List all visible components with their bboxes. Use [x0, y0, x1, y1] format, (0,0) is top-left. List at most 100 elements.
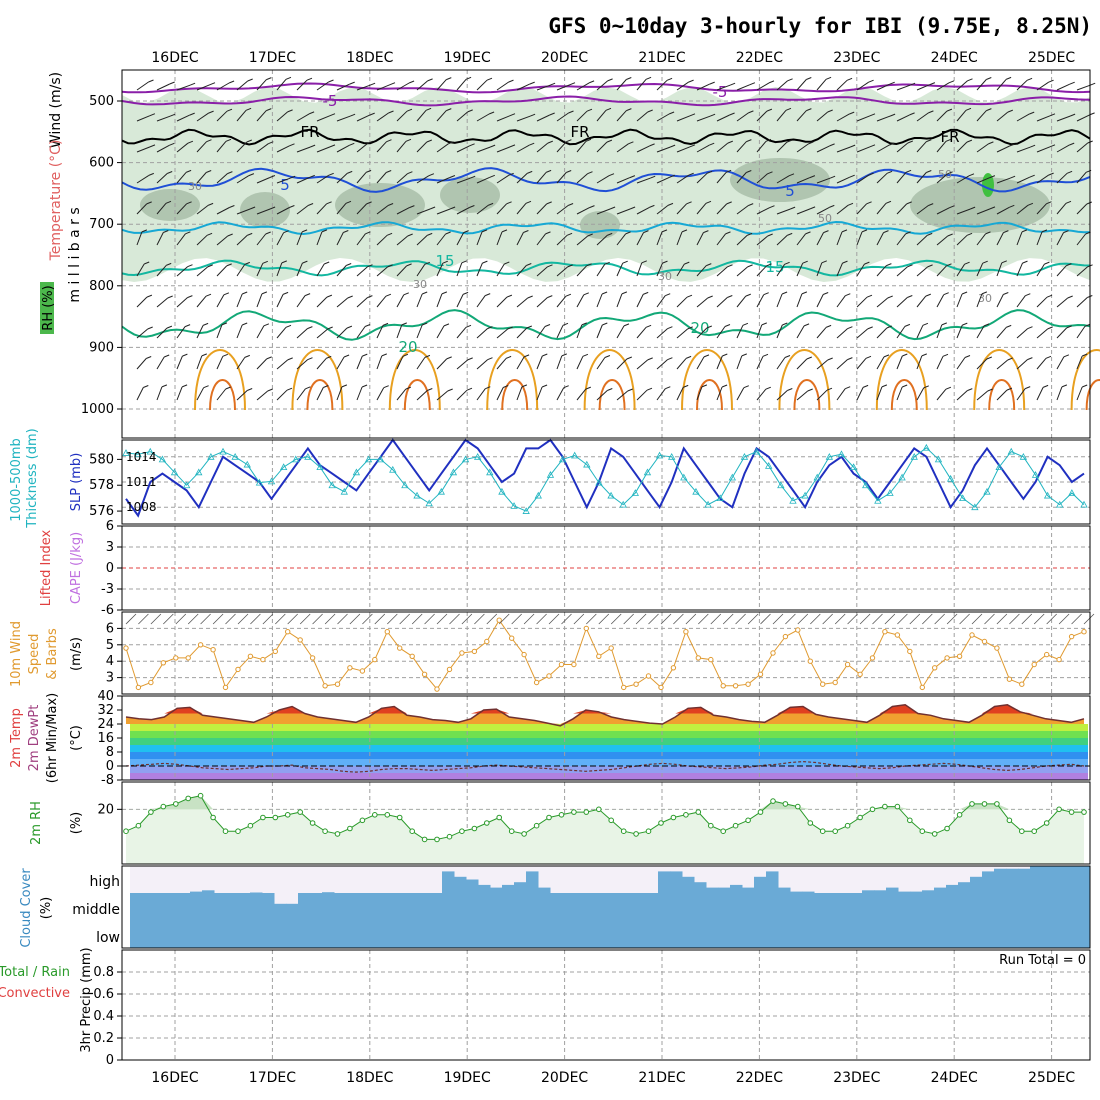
wind-barb — [896, 84, 911, 91]
wind-barb-flag — [227, 233, 233, 237]
wind-barb — [696, 356, 705, 370]
slp-frame — [121, 439, 1091, 525]
rh2m-point — [658, 820, 664, 826]
wind-barb-flag — [206, 139, 212, 143]
wind-barb — [396, 140, 407, 153]
wind-barb-flag — [941, 322, 947, 326]
wind-barb — [956, 263, 966, 277]
wind10-barb — [312, 613, 323, 625]
wind-barb-flag — [747, 264, 753, 268]
wind-barb — [756, 110, 768, 122]
contour-label: 30 — [413, 278, 427, 291]
wind-barb — [696, 172, 708, 184]
wind-barb-flag — [343, 354, 350, 358]
rh2m-point — [210, 814, 216, 821]
wind-barb-flag — [345, 200, 352, 204]
wind-barb — [816, 145, 830, 153]
wind-barb-flag — [565, 293, 572, 297]
wind-barb — [836, 79, 848, 91]
wind-barb-flag — [869, 113, 876, 117]
wind-barb — [656, 146, 671, 153]
wind-barb — [576, 324, 583, 339]
wind-barb-flag — [962, 322, 968, 326]
upper-air-frame — [121, 69, 1091, 439]
wind-barb — [556, 112, 569, 122]
wind-barb — [436, 325, 445, 339]
wind-barb-flag — [504, 261, 510, 265]
wind-barb-flag — [583, 292, 589, 296]
thickness-point — [995, 463, 1003, 471]
wind-barb — [856, 296, 868, 308]
wind10-point — [359, 668, 366, 674]
rh2m-point — [869, 806, 876, 813]
wind-barb — [676, 81, 689, 91]
wind10-label-4: (m/s) — [69, 637, 84, 671]
wind-barb-flag — [727, 295, 733, 298]
wind10-barb — [411, 613, 423, 625]
wind-barb-flag — [825, 76, 832, 80]
wind-barb-flag — [509, 113, 516, 117]
wind-barb-flag — [1061, 384, 1068, 388]
thickness-point — [292, 455, 300, 463]
thickness-point — [267, 477, 276, 485]
wind-barb — [156, 83, 170, 91]
wind-barb-flag — [486, 77, 493, 81]
wind-barb — [516, 265, 527, 277]
wind-barb-flag — [1044, 261, 1050, 265]
wind-barb — [956, 234, 968, 246]
wind-barb-flag — [669, 174, 675, 178]
y-tick-label: 3 — [106, 540, 114, 555]
wind10-barb — [772, 613, 784, 625]
wind-barb — [416, 175, 430, 184]
wind-barb-flag — [408, 80, 415, 84]
wind10-point — [869, 655, 876, 661]
rh-high-shading — [140, 189, 200, 221]
wind-barb-flag — [309, 144, 316, 148]
wind-barb — [756, 207, 770, 215]
wind-barb-flag — [1022, 260, 1028, 264]
cloud-middle-bar — [958, 893, 971, 920]
thickness-point — [1056, 500, 1064, 508]
boundary-layer-contour — [194, 349, 246, 411]
cloud-middle-bar — [694, 893, 707, 920]
wind-barb — [1016, 388, 1026, 401]
rh2m-point — [409, 828, 416, 835]
wind-barb — [876, 265, 887, 277]
y-tick-label: 5 — [106, 638, 114, 653]
wind-barb-flag — [446, 356, 452, 360]
thickness-point — [352, 468, 361, 476]
rh2m-point — [757, 809, 764, 815]
wind-barb — [196, 234, 208, 246]
date-label-top: 24DEC — [931, 50, 978, 66]
wind-barb — [456, 78, 467, 91]
wind10-barb — [598, 613, 610, 625]
bottom-date-labels: 16DEC 17DEC 18DEC 19DEC 20DEC 21DEC 22DEC 23DEC… — [151, 1070, 1075, 1086]
y-tick-label: 3 — [106, 671, 114, 686]
cloud-middle-bar — [1006, 893, 1019, 920]
wind-barb — [856, 263, 865, 277]
rh2m-point — [981, 801, 988, 807]
wind-barb-flag — [641, 260, 647, 264]
wind-barb-flag — [167, 171, 173, 174]
wind-barb — [196, 266, 209, 277]
wind-barb — [756, 82, 770, 91]
wind-barb-flag — [604, 355, 611, 358]
wind-barb-flag — [489, 144, 496, 148]
rh2m-unit: (%) — [69, 812, 84, 835]
rh-peak-shading — [982, 173, 994, 197]
wind-barb — [776, 293, 783, 308]
wind-barb-flag — [569, 82, 576, 86]
wind10-point — [285, 629, 291, 635]
rh2m-point — [944, 825, 950, 832]
thickness-point — [922, 443, 931, 451]
wind10-point — [484, 638, 490, 645]
wind-barb — [356, 386, 363, 401]
wind-barb-flag — [606, 139, 613, 143]
wind10-barb — [573, 613, 585, 625]
wind-barb — [1076, 297, 1088, 308]
rh2m-point — [907, 817, 913, 824]
wind-barb-flag — [467, 109, 473, 113]
wind-barb-flag — [1005, 76, 1012, 80]
wind-barb — [436, 208, 451, 215]
y-tick-label: 700 — [89, 217, 114, 232]
